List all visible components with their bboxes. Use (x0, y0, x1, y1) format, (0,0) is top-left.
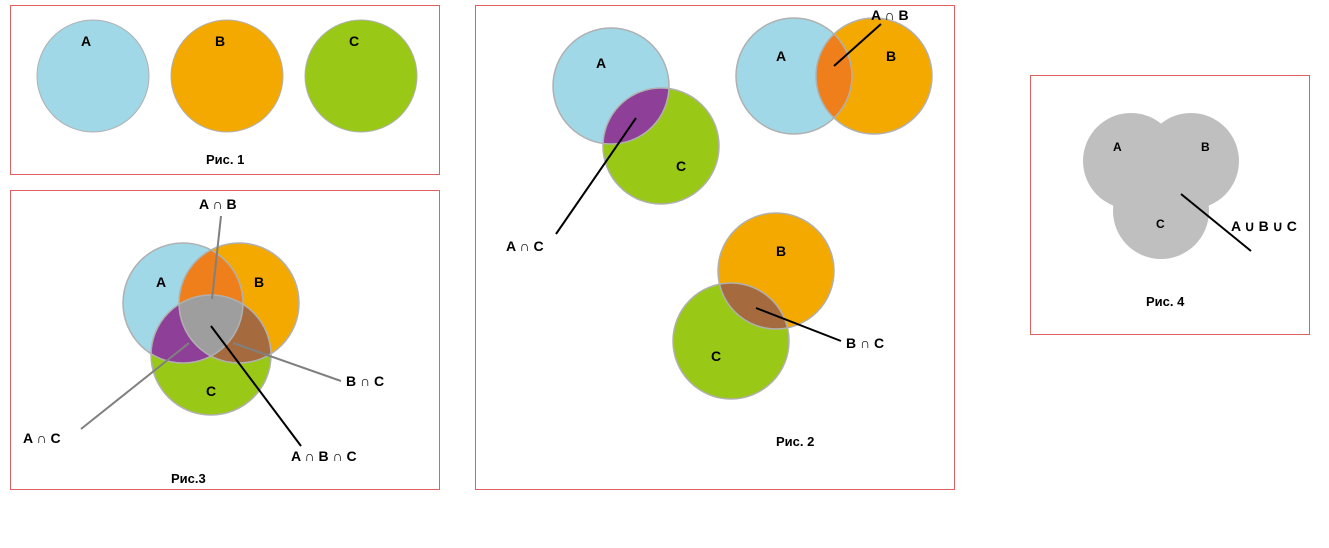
fig1-circle-a (37, 20, 149, 132)
fig3-svg: A B C A ∩ B B ∩ C A ∩ C A ∩ B ∩ C Рис.3 (11, 191, 441, 491)
fig2-bc-label-b: B (776, 243, 786, 259)
panel-fig1: A B C Рис. 1 (10, 5, 440, 175)
fig4-label-c: C (1156, 217, 1165, 231)
fig1-circle-b (171, 20, 283, 132)
fig2-ab-label-a: A (776, 48, 786, 64)
fig2-bc-callout: B ∩ C (846, 335, 884, 351)
fig2-svg: A C A ∩ C A B A ∩ B B C (476, 6, 956, 491)
fig3-label-b: B (254, 274, 264, 290)
fig3-callout-ac: A ∩ C (23, 430, 61, 446)
fig2-ab-callout: A ∩ B (871, 7, 909, 23)
fig4-callout: A ∪ B ∪ C (1231, 218, 1297, 234)
fig2-bc-label-c: C (711, 348, 721, 364)
fig1-caption: Рис. 1 (206, 152, 244, 167)
panel-fig3: A B C A ∩ B B ∩ C A ∩ C A ∩ B ∩ C Рис.3 (10, 190, 440, 490)
fig4-caption: Рис. 4 (1146, 294, 1185, 309)
fig2-ac-label-c: C (676, 158, 686, 174)
fig4-label-b: B (1201, 140, 1210, 154)
fig4-label-a: A (1113, 140, 1122, 154)
fig2-ac-callout: A ∩ C (506, 238, 544, 254)
fig3-callout-abc: A ∩ B ∩ C (291, 448, 357, 464)
fig1-svg: A B C Рис. 1 (11, 6, 441, 176)
fig3-callout-ab: A ∩ B (199, 196, 237, 212)
fig1-label-c: C (349, 33, 359, 49)
fig3-callout-bc: B ∩ C (346, 373, 384, 389)
fig4-union-c (1113, 163, 1209, 259)
panel-fig2: A C A ∩ C A B A ∩ B B C (475, 5, 955, 490)
fig3-caption: Рис.3 (171, 471, 206, 486)
canvas: A B C Рис. 1 (0, 0, 1329, 548)
panel-fig4: A B C A ∪ B ∪ C Рис. 4 (1030, 75, 1310, 335)
fig1-circle-c (305, 20, 417, 132)
fig3-label-c: C (206, 383, 216, 399)
fig4-svg: A B C A ∪ B ∪ C Рис. 4 (1031, 76, 1311, 336)
fig1-label-b: B (215, 33, 225, 49)
fig1-label-a: A (81, 33, 91, 49)
fig3-label-a: A (156, 274, 166, 290)
fig2-ac-label-a: A (596, 55, 606, 71)
fig2-ab-label-b: B (886, 48, 896, 64)
fig2-caption: Рис. 2 (776, 434, 814, 449)
